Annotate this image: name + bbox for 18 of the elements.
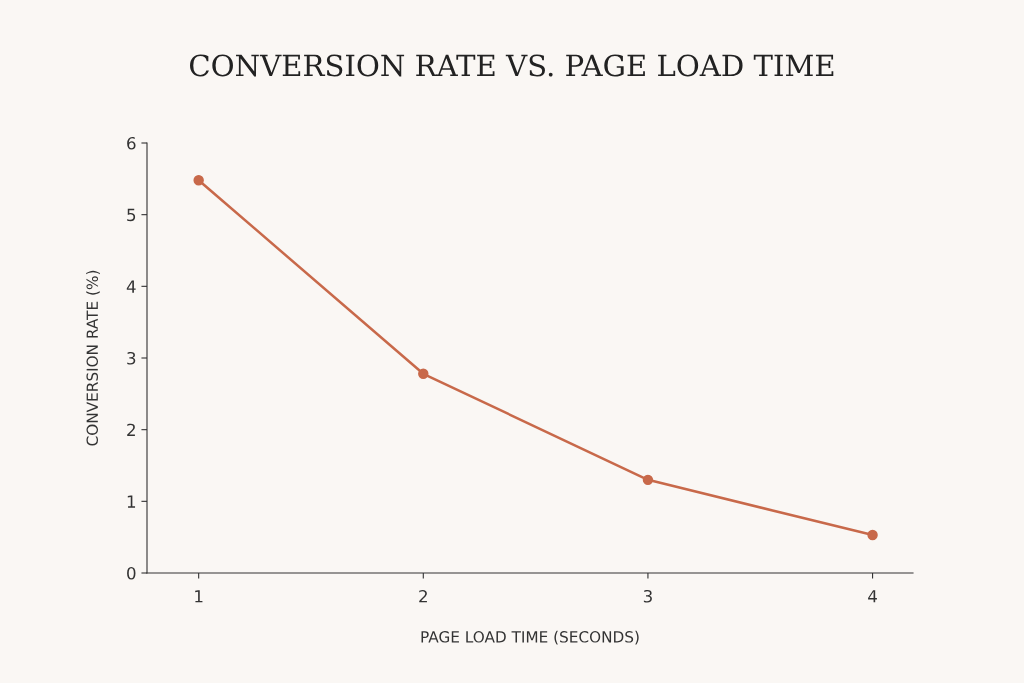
point (867, 529, 878, 541)
y-axis-title: CONVERSION RATE (%) (86, 270, 100, 446)
x-tick-label: 3 (643, 589, 652, 603)
point (193, 175, 204, 186)
x-tick-label: 4 (868, 590, 877, 603)
point (642, 474, 654, 486)
y-tick-label: 0 (127, 566, 136, 580)
x-axis-title: PAGE LOAD TIME (SECONDS) (421, 630, 639, 645)
y-tick-label: 2 (127, 423, 135, 436)
y-tick-label: 4 (126, 280, 136, 293)
y-tick-label: 5 (127, 208, 136, 222)
chart-title: CONVERSION RATE VS. PAGE LOAD TIME (190, 54, 834, 77)
x-tick-label: 2 (419, 589, 427, 603)
y-tick-label: 1 (127, 495, 136, 508)
x-tick-label: 1 (195, 590, 203, 603)
point (418, 368, 429, 379)
y-tick-label: 3 (127, 351, 136, 365)
y-tick-label: 6 (127, 136, 136, 150)
